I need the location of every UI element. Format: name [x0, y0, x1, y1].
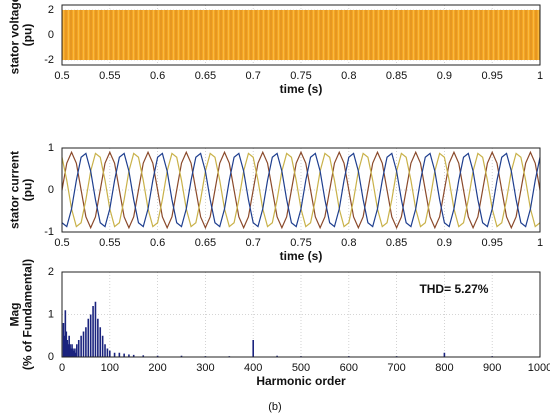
x-tick-label: 0.9 — [437, 70, 452, 82]
y-tick-label: -1 — [44, 226, 54, 238]
x-tick-label: 0.5 — [54, 70, 69, 82]
y-axis-label: (% of Fundamental) — [21, 259, 35, 370]
y-tick-label: 2 — [48, 4, 54, 16]
pwm-texture — [62, 10, 540, 60]
x-tick-label: 400 — [244, 362, 262, 374]
y-tick-label: 0 — [48, 351, 54, 363]
x-axis-label: Harmonic order — [256, 374, 346, 388]
x-tick-label: 200 — [148, 362, 166, 374]
y-tick-label: 2 — [48, 266, 54, 278]
x-tick-label: 0.95 — [481, 70, 502, 82]
x-tick-label: 0.55 — [99, 237, 120, 249]
x-tick-label: 1 — [537, 70, 543, 82]
x-tick-label: 700 — [387, 362, 405, 374]
y-axis-label: stator voltage — [8, 0, 22, 74]
x-tick-label: 1 — [537, 237, 543, 249]
x-tick-label: 0.55 — [99, 70, 120, 82]
x-tick-label: 0.65 — [195, 70, 216, 82]
y-tick-label: 0 — [48, 29, 54, 41]
x-tick-label: 100 — [101, 362, 119, 374]
plot-frame — [61, 4, 541, 66]
x-tick-label: 0.9 — [437, 237, 452, 249]
y-tick-label: 0 — [48, 184, 54, 196]
x-tick-label: 0.75 — [290, 237, 311, 249]
y-axis-label: Mag — [8, 303, 22, 327]
y-axis-label: (pu) — [21, 24, 35, 47]
thd-annotation: THD= 5.27% — [419, 282, 488, 296]
x-tick-label: 0.75 — [290, 70, 311, 82]
x-tick-label: 0.5 — [54, 237, 69, 249]
y-tick-label: 1 — [48, 308, 54, 320]
x-tick-label: 1000 — [528, 362, 550, 374]
x-tick-label: 0.7 — [246, 237, 261, 249]
x-axis-label: time (s) — [280, 82, 323, 96]
x-tick-label: 800 — [435, 362, 453, 374]
y-tick-label: -2 — [44, 54, 54, 66]
x-tick-label: 0.8 — [341, 237, 356, 249]
y-axis-label: (pu) — [21, 179, 35, 202]
plot-frame — [61, 271, 541, 358]
y-axis-label: stator current — [8, 151, 22, 229]
x-tick-label: 0 — [59, 362, 65, 374]
x-tick-label: 0.65 — [195, 237, 216, 249]
x-tick-label: 0.85 — [386, 70, 407, 82]
x-tick-label: 0.6 — [150, 237, 165, 249]
x-tick-label: 0.95 — [481, 237, 502, 249]
x-tick-label: 0.7 — [246, 70, 261, 82]
y-tick-label: 1 — [48, 142, 54, 154]
x-tick-label: 0.6 — [150, 70, 165, 82]
current-line — [61, 152, 541, 228]
x-tick-label: 500 — [292, 362, 310, 374]
caption: (b) — [268, 401, 281, 413]
plot-frame — [61, 147, 541, 233]
x-tick-label: 300 — [196, 362, 214, 374]
x-tick-label: 0.8 — [341, 70, 356, 82]
x-axis-label: time (s) — [280, 249, 323, 263]
x-tick-label: 0.85 — [386, 237, 407, 249]
x-tick-label: 600 — [340, 362, 358, 374]
x-tick-label: 900 — [483, 362, 501, 374]
